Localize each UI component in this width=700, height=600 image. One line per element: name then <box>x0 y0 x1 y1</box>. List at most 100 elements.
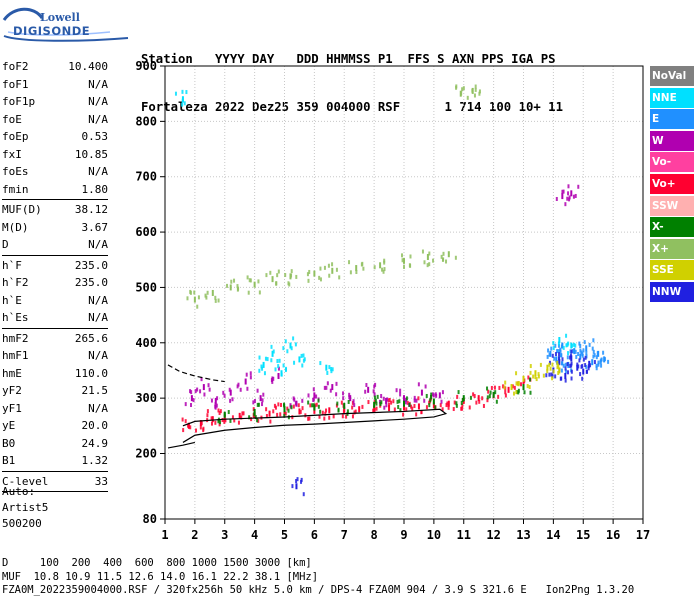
param-row: M(D) 3.67 <box>2 219 108 237</box>
echo-dash <box>321 410 324 415</box>
echo-point <box>510 384 513 391</box>
echo-point <box>202 384 205 391</box>
echo-dash <box>405 407 408 412</box>
logo-graphic <box>2 7 129 42</box>
echo-dash <box>552 369 555 374</box>
echo-dash <box>223 412 226 417</box>
echo-dash <box>564 202 567 207</box>
echo-dash <box>478 91 481 96</box>
footer-distance: D 100 200 400 600 800 1000 1500 3000 [km… <box>2 557 312 569</box>
echo-dash <box>587 366 590 371</box>
echo-dash <box>417 396 420 401</box>
echo-dash <box>426 263 429 268</box>
x-tick-label: 10 <box>427 528 441 542</box>
echo-dash <box>461 397 464 402</box>
echo-dash <box>425 405 428 410</box>
echo-dash <box>566 362 569 367</box>
echo-dash <box>567 351 570 356</box>
echo-dash <box>466 95 469 100</box>
echo-point <box>313 270 316 277</box>
echo-dash <box>233 278 236 283</box>
echo-dash <box>527 375 530 380</box>
echo-dash <box>215 403 218 408</box>
echo-dash <box>572 342 575 347</box>
echo-dash <box>456 394 459 399</box>
echo-dash <box>307 416 310 421</box>
echo-dash <box>600 357 603 362</box>
panel-separator <box>2 254 108 256</box>
echo-dash <box>570 361 573 366</box>
param-value: 20.0 <box>81 419 109 432</box>
echo-dash <box>277 373 280 378</box>
param-value: 1.80 <box>81 182 109 196</box>
echo-dash <box>561 189 564 194</box>
param-row: B0 24.9 <box>2 435 108 453</box>
echo-dash <box>548 372 551 377</box>
echo-dash <box>550 372 553 377</box>
echo-dash <box>569 363 572 368</box>
echo-dash <box>399 408 402 413</box>
echo-dash <box>261 402 264 407</box>
echo-point <box>268 410 271 417</box>
echo-dash <box>253 412 256 417</box>
echo-dash <box>454 255 457 260</box>
echo-dash <box>293 360 296 365</box>
param-value: 10.85 <box>74 147 108 161</box>
echo-dash <box>387 398 390 403</box>
param-row: foF2 10.400 <box>2 58 108 76</box>
echo-point <box>331 384 334 391</box>
y-tick-label: 200 <box>135 447 157 461</box>
echo-dash <box>582 357 585 362</box>
param-row: yE 20.0 <box>2 417 108 435</box>
echo-dash <box>548 352 551 357</box>
echo-dash <box>551 362 554 367</box>
echo-dash <box>372 389 375 394</box>
param-value: N/A <box>88 349 108 362</box>
echo-dash <box>552 341 555 346</box>
echo-dash <box>560 344 563 349</box>
echo-dash <box>352 399 355 404</box>
echo-dash <box>375 401 378 406</box>
echo-dash <box>570 369 573 374</box>
echo-dash <box>294 342 297 347</box>
parameter-panel: foF2 10.400 foF1 N/A foF1p N/A foE N/A foEp 0.53 f… <box>2 58 108 493</box>
echo-dash <box>181 102 184 107</box>
echo-dash <box>401 258 404 263</box>
param-row: foE N/A <box>2 111 108 129</box>
echo-dash <box>597 360 600 365</box>
echo-dash <box>554 352 557 357</box>
panel-separator <box>2 491 108 492</box>
echo-dash <box>498 385 501 390</box>
x-tick-label: 17 <box>636 528 650 542</box>
echo-dash <box>174 91 177 96</box>
echo-dash <box>551 376 554 381</box>
echo-dash <box>567 370 570 375</box>
echo-dash <box>289 403 292 408</box>
param-label: C-level <box>2 474 49 488</box>
echo-dash <box>373 407 376 412</box>
y-tick-label: 500 <box>135 280 157 294</box>
echo-dash <box>602 350 605 355</box>
echo-dash <box>284 273 287 278</box>
echo-dash <box>292 404 295 409</box>
echo-dash <box>397 404 400 409</box>
echo-dash <box>513 391 516 396</box>
echo-dash <box>462 86 465 91</box>
x-tick-label: 5 <box>281 528 288 542</box>
echo-dash <box>276 359 279 364</box>
echo-dash <box>535 377 538 382</box>
legend-item: Vo- <box>650 152 694 173</box>
echo-dash <box>473 394 476 399</box>
echo-dash <box>263 371 266 376</box>
echo-point <box>343 402 346 409</box>
echo-dash <box>441 390 444 395</box>
x-tick-label: 9 <box>400 528 407 542</box>
echo-dash <box>577 184 580 189</box>
echo-point <box>379 262 382 269</box>
echo-dash <box>383 267 386 272</box>
echo-dash <box>181 89 184 94</box>
echo-dash <box>595 355 598 360</box>
param-row: B1 1.32 <box>2 452 108 470</box>
echo-dash <box>193 290 196 295</box>
echo-point <box>388 405 391 412</box>
